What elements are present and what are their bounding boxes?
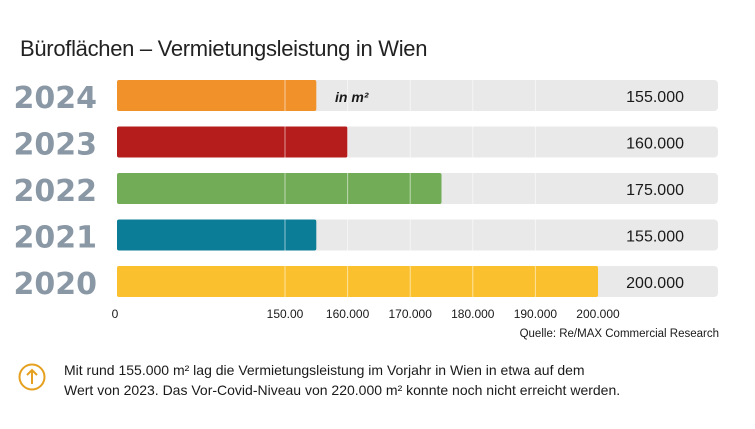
category-label-2022: 2022: [14, 174, 98, 209]
chart-title: Büroflächen – Vermietungsleistung in Wie…: [20, 36, 428, 61]
x-tick-label: 190.000: [514, 307, 558, 321]
x-tick-label: 170.000: [389, 307, 433, 321]
value-label-2021: 155.000: [626, 229, 684, 246]
category-label-2021: 2021: [14, 221, 98, 256]
category-label-2024: 2024: [14, 81, 98, 116]
unit-label: in m²: [335, 89, 369, 105]
bar-row-2024: 2024 155.000: [14, 80, 718, 116]
bar-2024: [117, 80, 317, 111]
value-label-2024: 155.000: [626, 89, 684, 106]
x-tick-label: 0: [112, 307, 119, 321]
summary-line-2: Wert von 2023. Das Vor-Covid-Niveau von …: [64, 382, 621, 398]
summary-note: Mit rund 155.000 m² lag die Vermietungsl…: [64, 360, 724, 400]
category-label-2023: 2023: [14, 128, 98, 163]
source-note: Quelle: Re/MAX Commercial Research: [519, 328, 719, 340]
x-tick-label: 200.000: [576, 307, 620, 321]
value-label-2022: 175.000: [626, 182, 684, 199]
bar-row-2023: 2023 160.000: [14, 126, 718, 163]
value-label-2020: 200.000: [626, 275, 684, 292]
x-tick-label: 180.000: [451, 307, 495, 321]
bar-2023: [117, 126, 348, 158]
summary-line-1: Mit rund 155.000 m² lag die Vermietungsl…: [64, 362, 585, 378]
bar-2022: [117, 173, 442, 204]
value-label-2023: 160.000: [626, 136, 684, 153]
category-label-2020: 2020: [14, 267, 98, 302]
bar-2020: [117, 266, 598, 297]
bar-row-2021: 2021 155.000: [14, 219, 718, 256]
bar-chart: 2024 155.000 2023 160.000 2022 175.000 2021 155…: [14, 80, 718, 321]
bar-row-2020: 2020 200.000: [14, 266, 718, 302]
bar-2021: [117, 219, 317, 251]
x-tick-label: 160.000: [326, 307, 370, 321]
bar-row-2022: 2022 175.000: [14, 173, 718, 209]
x-tick-label: 150.00: [267, 307, 304, 321]
arrow-up-circle-icon: [18, 363, 46, 391]
